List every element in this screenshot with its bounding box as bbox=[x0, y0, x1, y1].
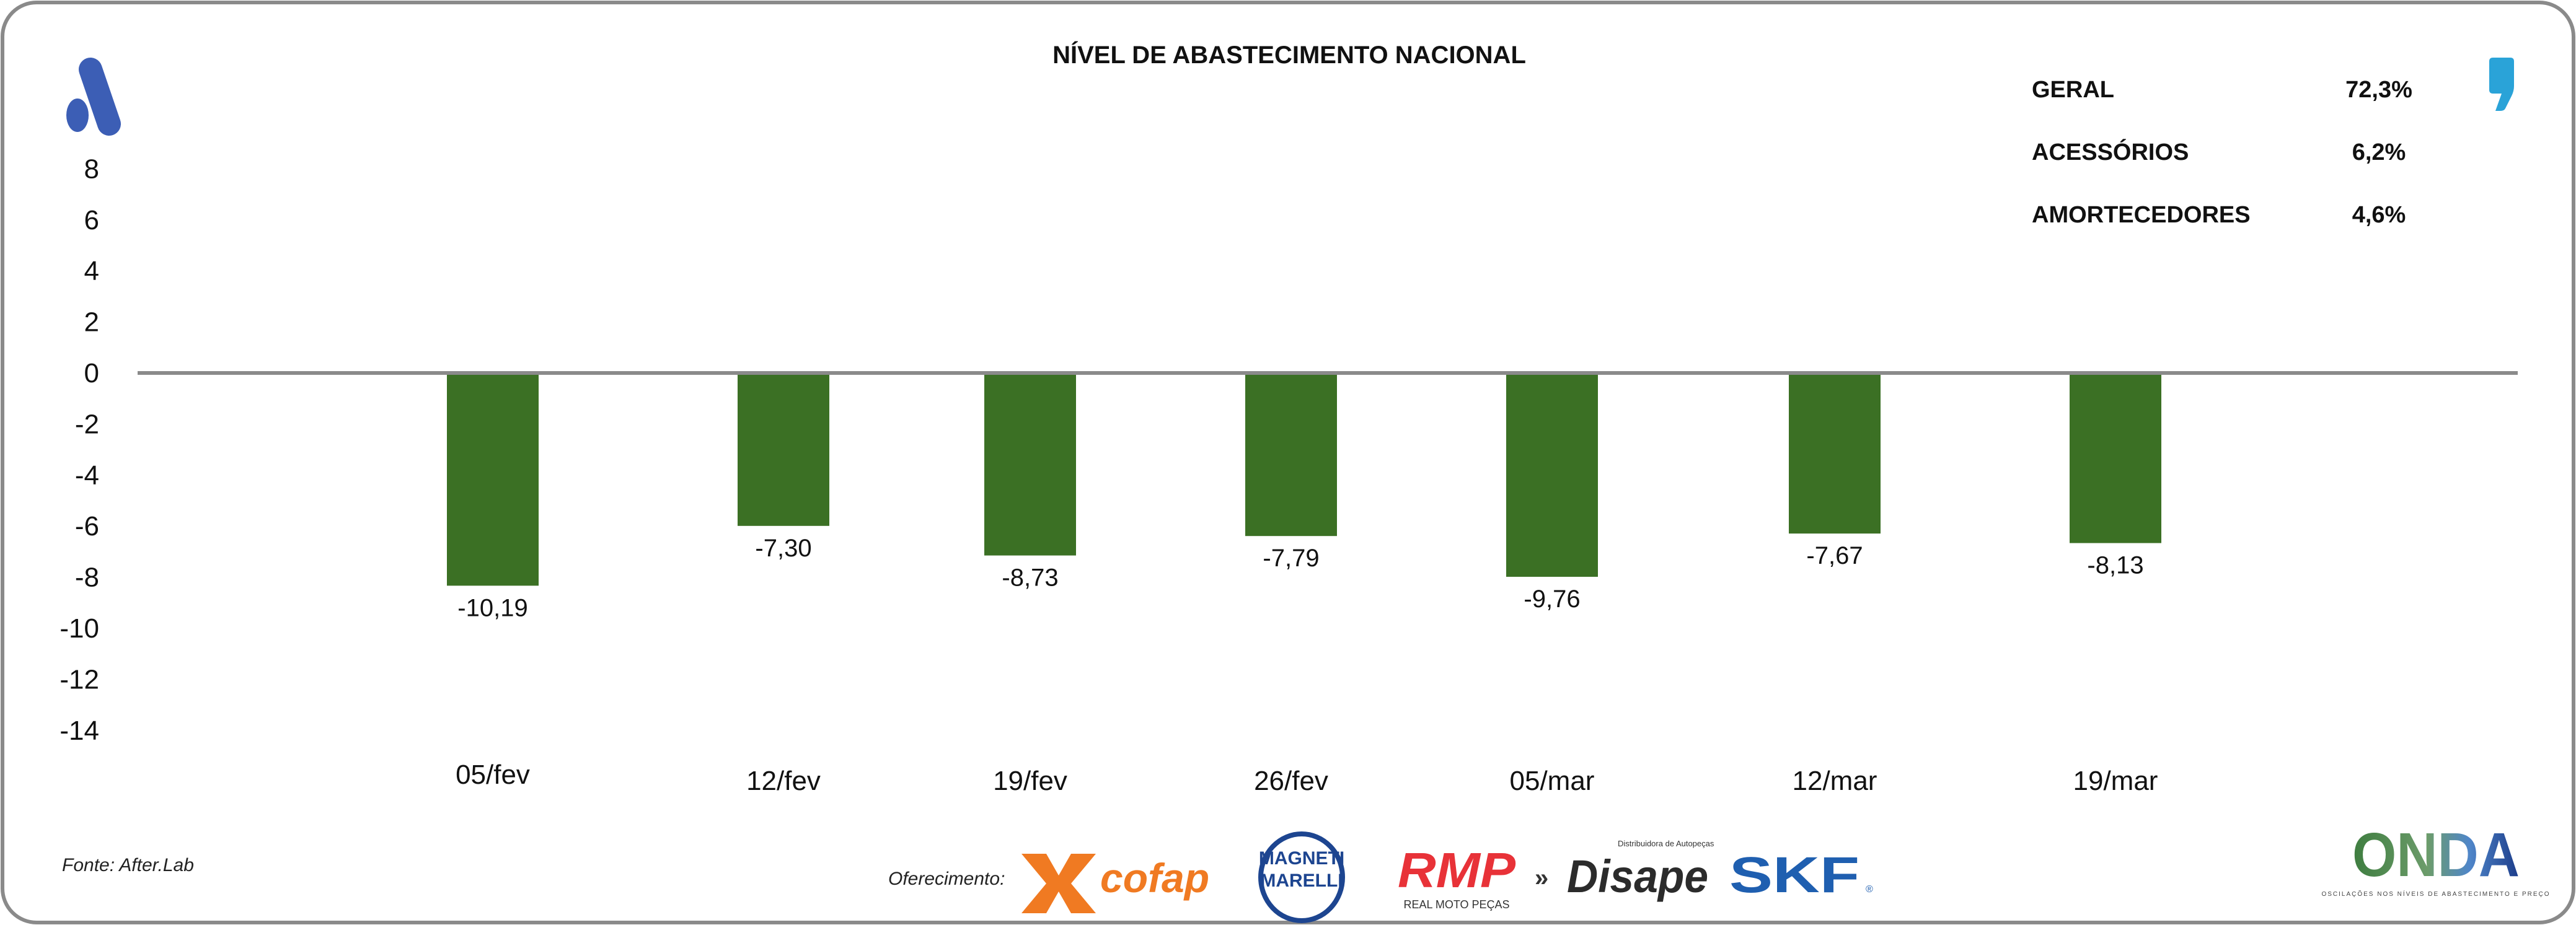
registered-icon: ® bbox=[1866, 884, 1873, 895]
comma-logo-icon bbox=[2489, 58, 2514, 111]
bars: -10,19 05/fev -7,30 12/fev -8,73 19/fev -7,79 2… bbox=[447, 375, 2161, 796]
sponsors-label: Oferecimento: bbox=[888, 869, 1005, 889]
stat-value: 6,2% bbox=[2352, 139, 2406, 165]
y-tick-label: -12 bbox=[60, 664, 99, 695]
y-tick-label: 8 bbox=[84, 154, 99, 184]
bar-value-label: -7,67 bbox=[1806, 542, 1863, 569]
x-tick-label: 05/fev bbox=[456, 760, 530, 790]
disape-text: Disape bbox=[1567, 851, 1708, 902]
bar bbox=[738, 375, 829, 526]
skf-logo: SKF ® bbox=[1729, 847, 1873, 903]
disape-arrows-icon: » bbox=[1535, 864, 1548, 892]
cofap-text: cofap bbox=[1100, 855, 1209, 901]
bar bbox=[2070, 375, 2161, 543]
stats-panel: GERAL 72,3% ACESSÓRIOS 6,2% AMORTECEDORES 4,6… bbox=[2032, 77, 2412, 228]
y-tick-label: -14 bbox=[60, 716, 99, 746]
x-tick-label: 19/fev bbox=[993, 766, 1067, 796]
rmp-subtitle: REAL MOTO PEÇAS bbox=[1403, 898, 1509, 911]
chart-title: NÍVEL DE ABASTECIMENTO NACIONAL bbox=[1052, 41, 1526, 69]
bar-value-label: -8,13 bbox=[2087, 552, 2143, 579]
stat-value: 72,3% bbox=[2345, 77, 2412, 103]
stat-value: 4,6% bbox=[2352, 202, 2406, 228]
bar bbox=[447, 375, 539, 586]
bar bbox=[1789, 375, 1881, 534]
bar-value-label: -7,30 bbox=[755, 535, 811, 562]
y-tick-label: -4 bbox=[75, 460, 99, 491]
magneti-marelli-oval bbox=[1258, 831, 1345, 923]
stat-label: ACESSÓRIOS bbox=[2032, 138, 2189, 165]
bar-value-label: -8,73 bbox=[1002, 564, 1058, 592]
x-tick-label: 12/fev bbox=[746, 766, 821, 796]
y-tick-label: -6 bbox=[75, 511, 99, 541]
bar-value-label: -7,79 bbox=[1263, 545, 1319, 572]
bar-value-label: -10,19 bbox=[457, 594, 527, 621]
y-axis: 8 6 4 2 0 -2 -4 -6 -8 -10 -12 -14 bbox=[60, 154, 99, 745]
bar bbox=[984, 375, 1076, 556]
y-tick-label: 2 bbox=[84, 307, 99, 338]
y-tick-label: 4 bbox=[84, 256, 99, 286]
x-tick-label: 26/fev bbox=[1254, 766, 1328, 796]
x-tick-label: 12/mar bbox=[1793, 766, 1877, 796]
skf-text: SKF bbox=[1729, 847, 1859, 903]
cofap-logo: cofap bbox=[1021, 854, 1209, 913]
stat-label: AMORTECEDORES bbox=[2032, 202, 2251, 228]
x-tick-label: 05/mar bbox=[1510, 766, 1595, 796]
stat-label: GERAL bbox=[2032, 77, 2114, 103]
x-tick-label: 19/mar bbox=[2073, 766, 2158, 796]
onda-subtitle: OSCILAÇÕES NOS NÍVEIS DE ABASTECIMENTO E… bbox=[2321, 890, 2550, 898]
bar bbox=[1245, 375, 1337, 537]
source-note: Fonte: After.Lab bbox=[62, 855, 194, 875]
bar-value-label: -9,76 bbox=[1524, 585, 1580, 613]
y-tick-label: -10 bbox=[60, 613, 99, 644]
afterlab-logo-icon bbox=[66, 58, 121, 136]
cofap-mark-icon bbox=[1021, 854, 1096, 913]
y-tick-label: 6 bbox=[84, 205, 99, 235]
rmp-logo: RMP REAL MOTO PEÇAS bbox=[1398, 843, 1516, 911]
onda-text: ONDA bbox=[2352, 820, 2520, 890]
bar bbox=[1506, 375, 1598, 577]
rmp-text: RMP bbox=[1398, 843, 1516, 898]
y-tick-label: -8 bbox=[75, 563, 99, 593]
disape-logo: Distribuidora de Autopeças » Disape bbox=[1535, 839, 1714, 902]
y-tick-label: -2 bbox=[75, 409, 99, 439]
y-tick-label: 0 bbox=[84, 358, 99, 388]
magneti-marelli-logo: MAGNETI MARELLI bbox=[1258, 848, 1345, 891]
onda-logo: ONDA OSCILAÇÕES NOS NÍVEIS DE ABASTECIME… bbox=[2321, 820, 2550, 898]
disape-subtitle: Distribuidora de Autopeças bbox=[1618, 839, 1714, 848]
